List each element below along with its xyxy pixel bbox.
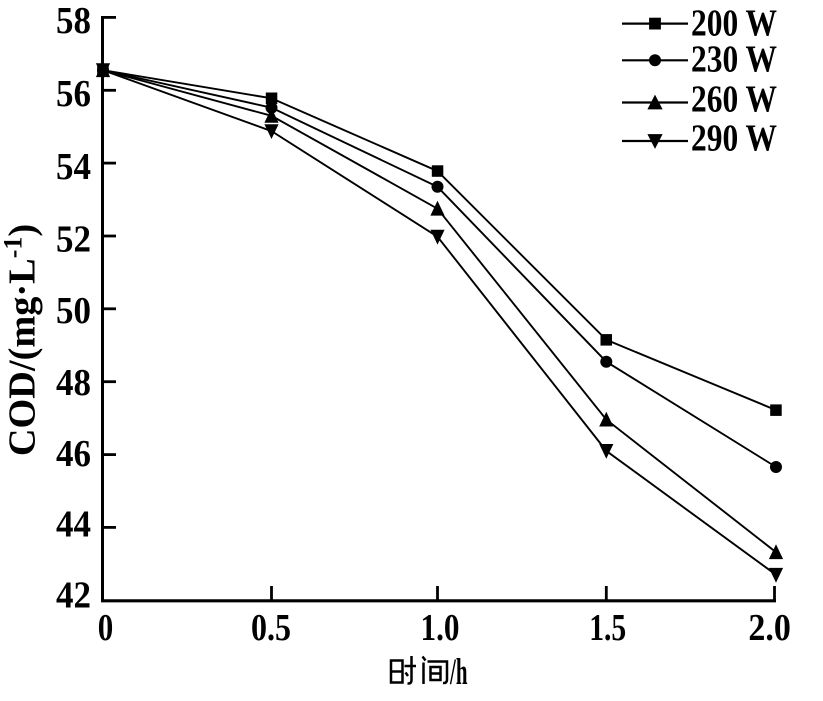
svg-text:290 W: 290 W xyxy=(691,118,777,160)
svg-text:54: 54 xyxy=(56,146,91,188)
svg-text:48: 48 xyxy=(56,362,91,404)
svg-text:58: 58 xyxy=(56,0,91,42)
svg-text:1.0: 1.0 xyxy=(421,607,460,649)
svg-text:46: 46 xyxy=(56,433,91,475)
svg-text:260 W: 260 W xyxy=(691,79,777,121)
svg-text:56: 56 xyxy=(56,73,91,115)
svg-text:2.0: 2.0 xyxy=(748,607,791,649)
svg-text:0.5: 0.5 xyxy=(251,607,291,649)
svg-text:/h: /h xyxy=(449,652,467,693)
svg-text:44: 44 xyxy=(56,504,91,546)
svg-text:200 W: 200 W xyxy=(691,3,777,45)
svg-text:230 W: 230 W xyxy=(691,39,777,81)
svg-text:COD/(mg·L-1): COD/(mg·L-1) xyxy=(0,224,44,456)
svg-text:50: 50 xyxy=(56,290,91,332)
svg-text:52: 52 xyxy=(56,218,91,260)
svg-text:42: 42 xyxy=(56,574,91,616)
svg-text:0: 0 xyxy=(98,607,114,649)
svg-text:1.5: 1.5 xyxy=(589,607,626,649)
